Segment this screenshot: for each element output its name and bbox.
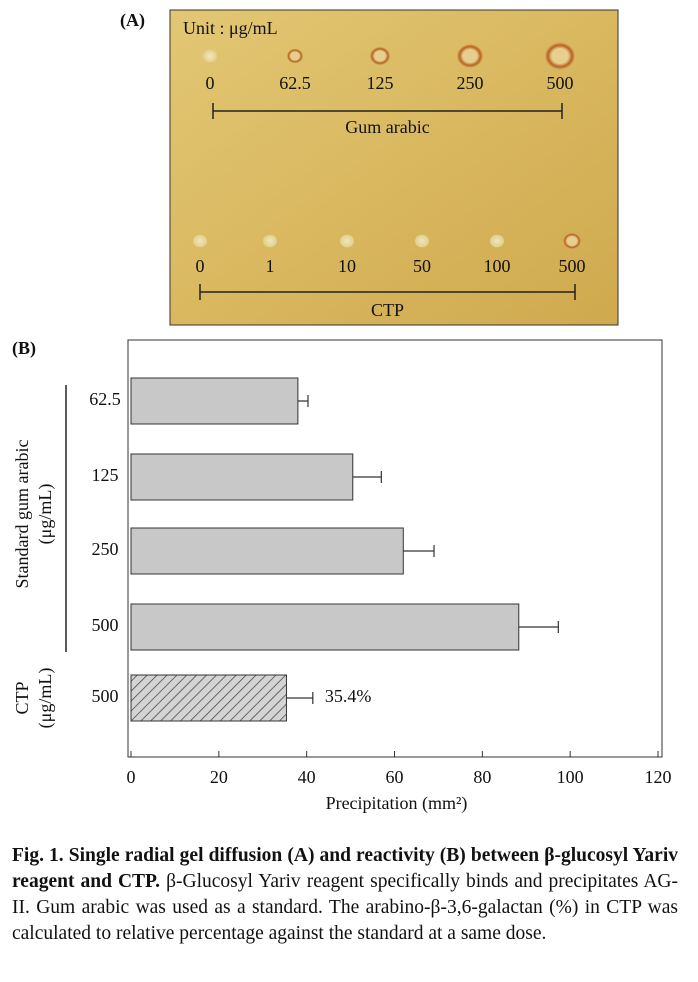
- row-label: CTP: [371, 300, 404, 320]
- concentration-label: 100: [484, 256, 511, 276]
- bar: [130, 603, 520, 651]
- group-label: CTP: [12, 681, 32, 714]
- row-label: Gum arabic: [345, 117, 429, 137]
- gel-spot: [263, 234, 277, 248]
- x-tick-label: 100: [557, 767, 584, 787]
- x-tick-label: 120: [645, 767, 672, 787]
- concentration-label: 250: [457, 73, 484, 93]
- gel-plate: [169, 9, 619, 326]
- y-tick-label: 250: [92, 539, 119, 559]
- gel-spot: [457, 44, 483, 68]
- y-tick-label: 125: [92, 465, 119, 485]
- unit-label: Unit : μg/mL: [183, 18, 278, 38]
- group-label: Standard gum arabic: [12, 440, 32, 589]
- y-tick-label: 500: [92, 615, 119, 635]
- error-bar: [352, 471, 382, 483]
- gel-spot: [563, 232, 581, 250]
- error-bar: [403, 545, 435, 557]
- gel-spots: 0 62.5 125 250 500 Gum arabic 0 1 10 50 100 500 CTP: [193, 42, 586, 320]
- gel-spot: [287, 48, 303, 64]
- x-axis-label: Precipitation (mm²): [326, 793, 468, 814]
- caption: Fig. 1. Single radial gel diffusion (A) …: [12, 843, 678, 947]
- concentration-label: 500: [547, 73, 574, 93]
- gel-spot: [340, 234, 354, 248]
- y-tick-label: 500: [92, 686, 119, 706]
- annotation: 35.4%: [325, 686, 372, 706]
- bar: [130, 674, 287, 722]
- panel-label: (A): [120, 10, 145, 31]
- gel-spot: [415, 234, 429, 248]
- gel-spot: [490, 234, 504, 248]
- gel-spot: [203, 49, 217, 63]
- group-label: (μg/mL): [35, 668, 56, 729]
- concentration-label: 62.5: [279, 73, 311, 93]
- concentration-label: 1: [266, 256, 275, 276]
- error-bar: [518, 621, 559, 633]
- caption-text: β-Glucosyl Yariv reagent specifically bi…: [12, 871, 679, 944]
- panel-label: (B): [12, 338, 36, 359]
- x-tick-label: 80: [473, 767, 491, 787]
- bar: [130, 453, 354, 501]
- x-tick-label: 40: [298, 767, 316, 787]
- x-tick-label: 20: [210, 767, 228, 787]
- gel-spot: [545, 42, 575, 70]
- concentration-label: 10: [338, 256, 356, 276]
- x-tick-label: 0: [127, 767, 136, 787]
- concentration-label: 50: [413, 256, 431, 276]
- gel-spot: [193, 234, 207, 248]
- concentration-label: 500: [559, 256, 586, 276]
- concentration-label: 0: [196, 256, 205, 276]
- caption-title: Fig. 1. Single radial gel diffusion (A) …: [12, 845, 678, 892]
- bar: [130, 377, 299, 425]
- group-label: (μg/mL): [35, 484, 56, 545]
- concentration-label: 125: [367, 73, 394, 93]
- error-bar: [297, 395, 309, 407]
- bar: [130, 527, 404, 575]
- x-tick-label: 60: [386, 767, 404, 787]
- y-tick-label: 62.5: [89, 389, 121, 409]
- gel-spot: [370, 47, 390, 65]
- bar-chart: 0 20 40 60 80 100 120 Precipitation (mm²) 62.5 12…: [12, 377, 672, 814]
- concentration-label: 0: [206, 73, 215, 93]
- error-bar: [286, 692, 314, 704]
